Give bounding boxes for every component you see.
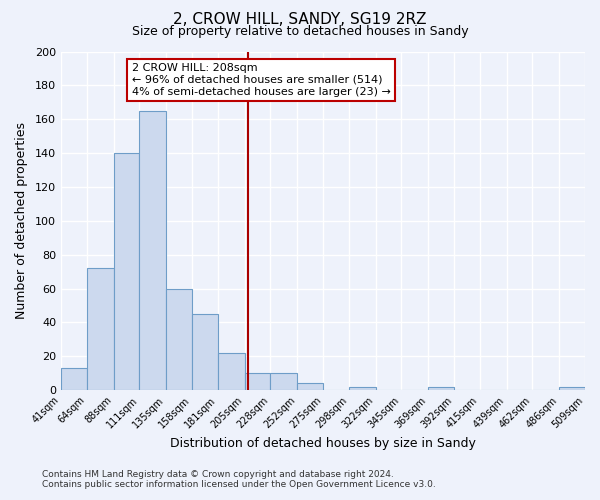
Text: Contains HM Land Registry data © Crown copyright and database right 2024.
Contai: Contains HM Land Registry data © Crown c…: [42, 470, 436, 489]
Bar: [559, 387, 585, 390]
Text: 2, CROW HILL, SANDY, SG19 2RZ: 2, CROW HILL, SANDY, SG19 2RZ: [173, 12, 427, 28]
Text: 2 CROW HILL: 208sqm
← 96% of detached houses are smaller (514)
4% of semi-detach: 2 CROW HILL: 208sqm ← 96% of detached ho…: [131, 64, 391, 96]
Bar: [218, 353, 245, 390]
Bar: [297, 384, 323, 390]
Bar: [271, 374, 297, 390]
Bar: [192, 314, 218, 390]
Bar: [349, 387, 376, 390]
X-axis label: Distribution of detached houses by size in Sandy: Distribution of detached houses by size …: [170, 437, 476, 450]
Bar: [86, 268, 113, 390]
Bar: [61, 368, 86, 390]
Bar: [428, 387, 454, 390]
Bar: [166, 288, 192, 390]
Bar: [245, 374, 271, 390]
Bar: [113, 153, 139, 390]
Y-axis label: Number of detached properties: Number of detached properties: [15, 122, 28, 320]
Bar: [139, 111, 166, 390]
Text: Size of property relative to detached houses in Sandy: Size of property relative to detached ho…: [131, 25, 469, 38]
